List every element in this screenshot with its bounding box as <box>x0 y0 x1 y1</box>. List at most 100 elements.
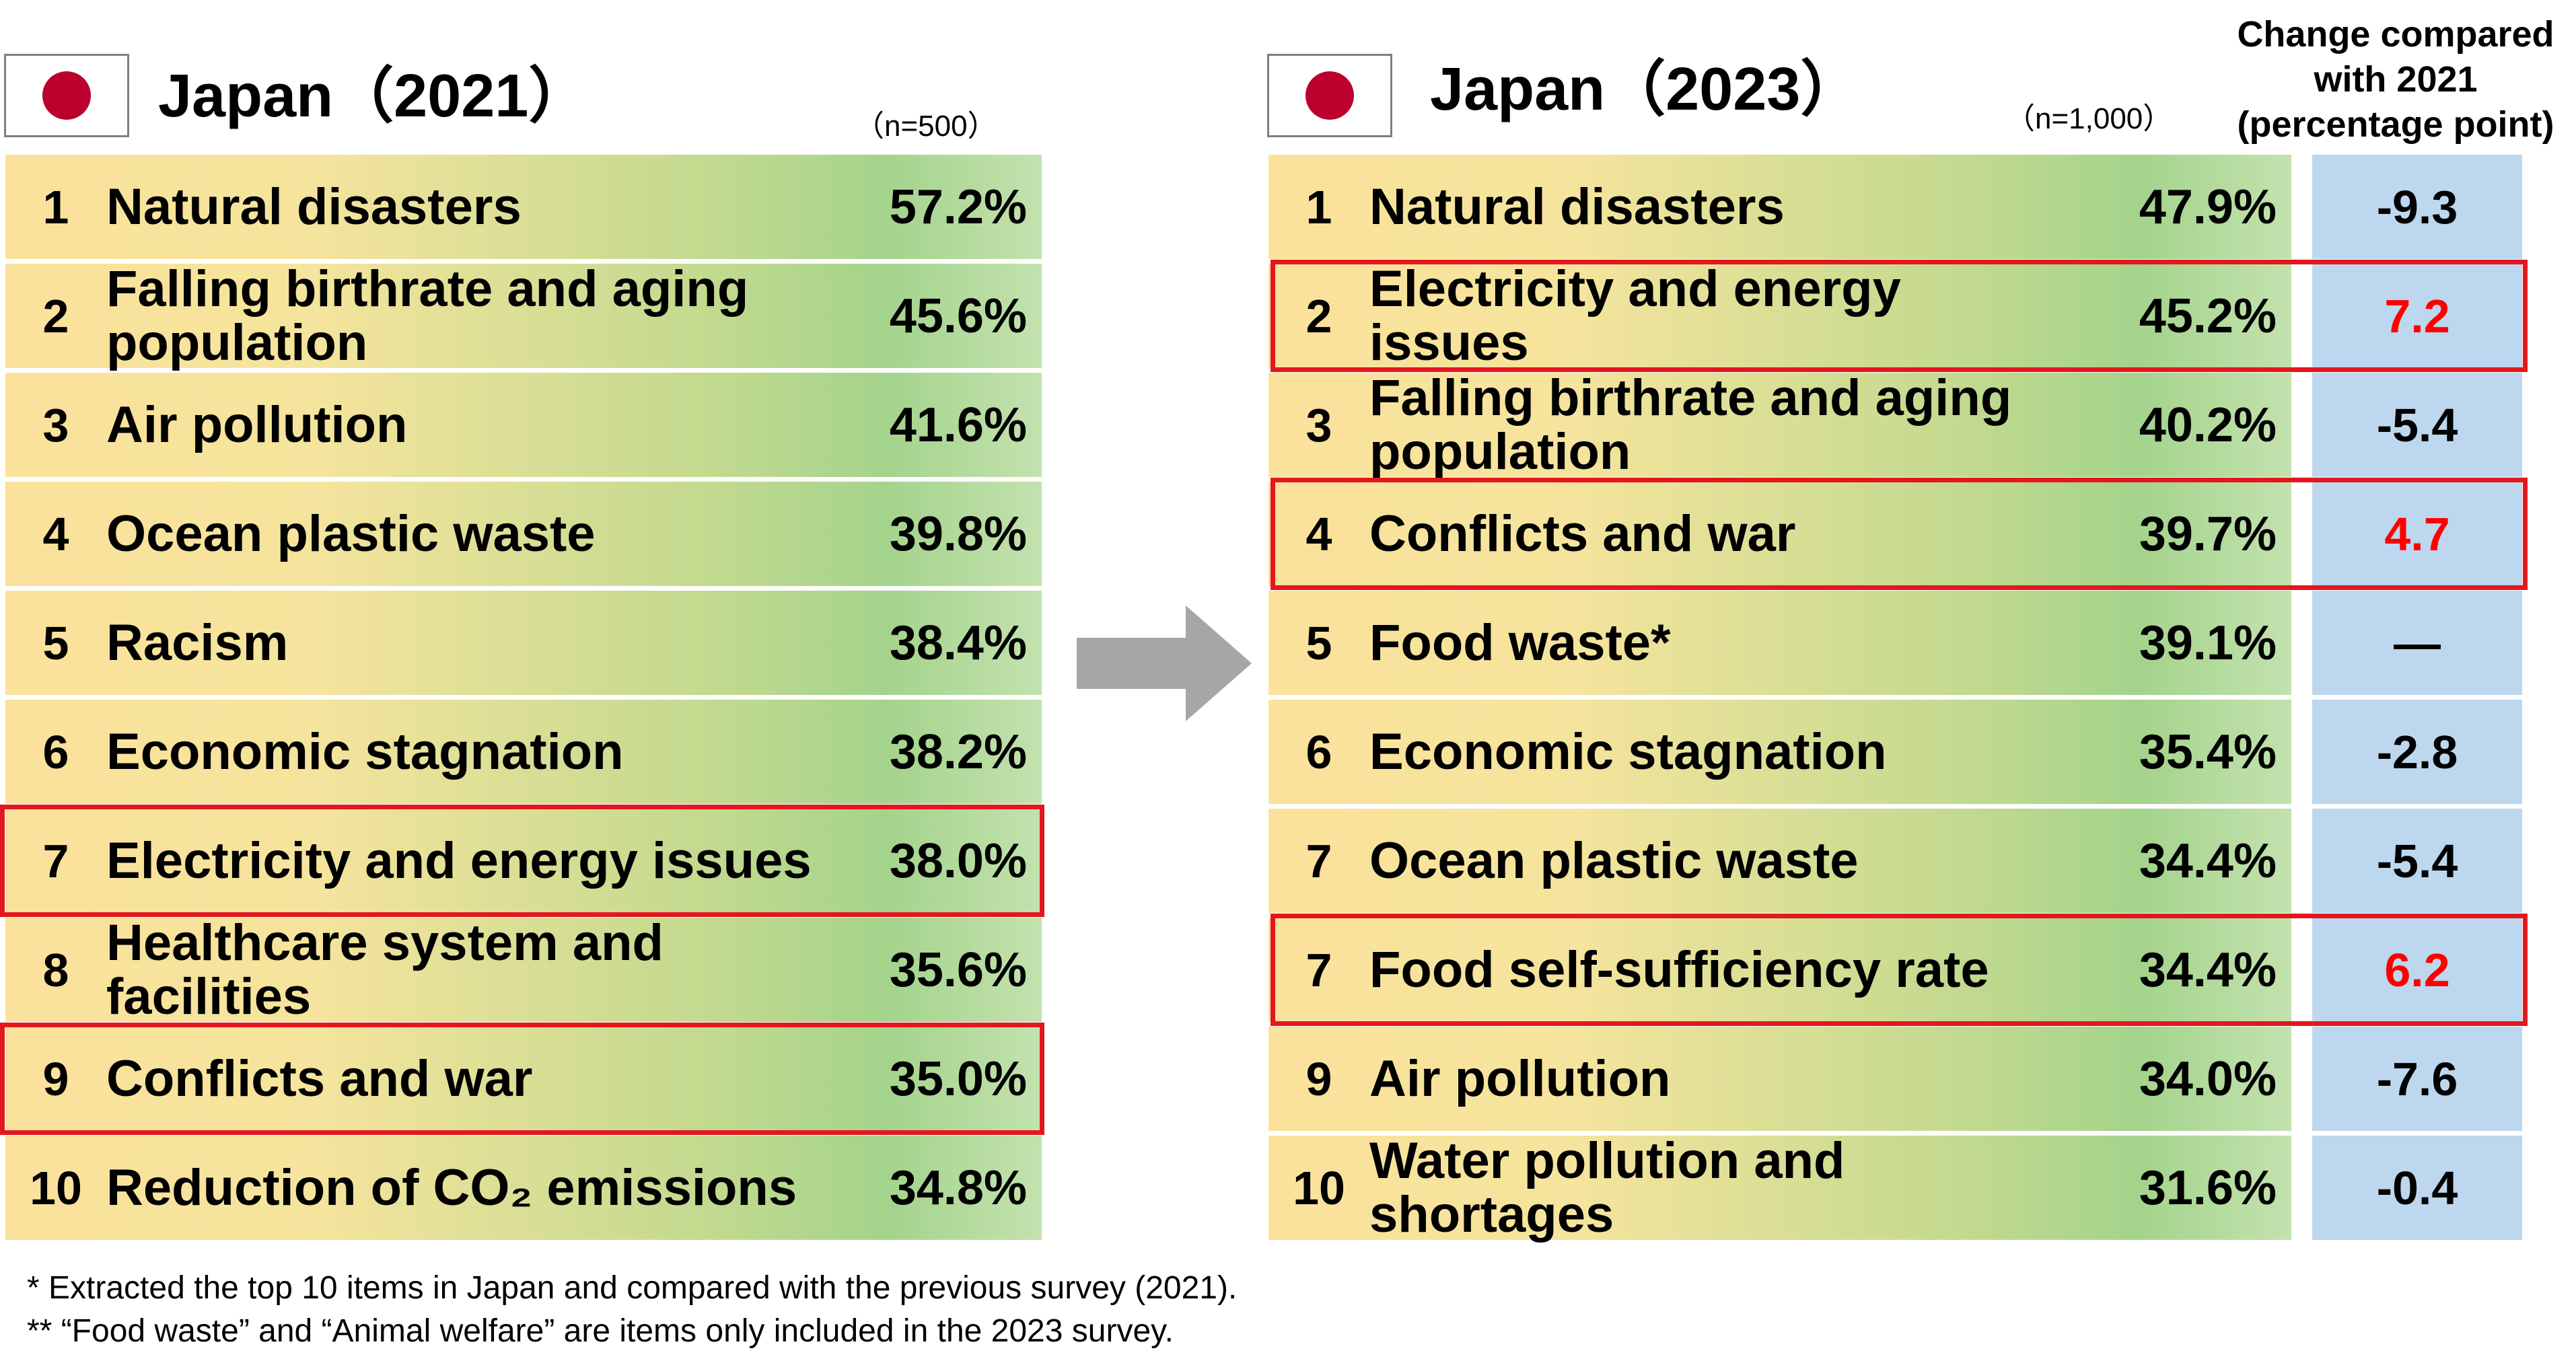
rank-number: 1 <box>1305 180 1332 233</box>
rank-number: 8 <box>42 943 69 996</box>
percentage-value: 34.8% <box>889 1161 1027 1215</box>
issue-label: Healthcare system and facilities <box>106 914 664 1025</box>
percentage-value: 45.2% <box>2139 289 2277 343</box>
percentage-value: 39.8% <box>889 507 1027 561</box>
issue-label: Air pollution <box>106 396 408 453</box>
change-value: -9.3 <box>2312 155 2522 259</box>
rank-number: 4 <box>1305 507 1332 560</box>
rank-number: 7 <box>1305 943 1332 996</box>
table-row: 3 Air pollution 41.6% <box>5 373 1042 477</box>
change-value: 7.2 <box>2312 264 2522 368</box>
change-value: -0.4 <box>2312 1136 2522 1240</box>
percentage-value: 38.4% <box>889 616 1027 670</box>
rank-number: 6 <box>42 725 69 778</box>
table-row: 2 Electricity and energy issues 45.2% <box>1268 260 2291 371</box>
rank-number: 5 <box>42 616 69 669</box>
issue-label: Natural disasters <box>106 178 522 235</box>
table-row: 6 Economic stagnation 35.4% <box>1268 700 2291 804</box>
percentage-value: 57.2% <box>889 180 1027 234</box>
table-row: 4 Conflicts and war 39.7% <box>1268 482 2291 586</box>
issue-label: Economic stagnation <box>1369 723 1887 780</box>
change-value: -7.6 <box>2312 1027 2522 1131</box>
change-value: -2.8 <box>2312 700 2522 804</box>
issue-label: Economic stagnation <box>106 723 624 780</box>
arrow-right-icon <box>1077 605 1252 721</box>
percentage-value: 40.2% <box>2139 398 2277 452</box>
table-row: 9 Conflicts and war 35.0% <box>5 1027 1042 1131</box>
japan-flag-icon <box>4 54 129 137</box>
percentage-value: 34.4% <box>2139 834 2277 888</box>
rank-number: 10 <box>1293 1161 1345 1214</box>
flag-circle <box>1305 71 1354 120</box>
flag-circle <box>42 71 91 120</box>
percentage-value: 39.1% <box>2139 616 2277 670</box>
rank-number: 1 <box>42 180 69 233</box>
table-row: 1 Natural disasters 57.2% <box>5 155 1042 259</box>
percentage-value: 35.0% <box>889 1052 1027 1106</box>
right-sample-size: （n=1,000） <box>2005 102 2173 135</box>
table-row: 4 Ocean plastic waste 39.8% <box>5 482 1042 586</box>
rank-number: 9 <box>42 1052 69 1105</box>
rank-number: 9 <box>1305 1052 1332 1105</box>
issue-label: Electricity and energy issues <box>1369 260 1901 371</box>
issue-label: Ocean plastic waste <box>106 505 596 562</box>
right-panel-title: Japan（2023） <box>1430 56 1861 123</box>
issue-label: Falling birthrate and aging population <box>106 260 749 371</box>
percentage-value: 47.9% <box>2139 180 2277 234</box>
rank-number: 3 <box>1305 398 1332 451</box>
rank-number: 4 <box>42 507 69 560</box>
change-column-header: Change compared with 2021 (percentage po… <box>2237 14 2554 145</box>
table-row: 10 Water pollution and shortages 31.6% <box>1268 1132 2291 1243</box>
percentage-value: 39.7% <box>2139 507 2277 561</box>
rank-number: 2 <box>42 289 69 342</box>
issue-label: Electricity and energy issues <box>106 832 812 889</box>
rank-number: 5 <box>1305 616 1332 669</box>
table-row: 8 Healthcare system and facilities 35.6% <box>5 914 1042 1025</box>
rank-number: 10 <box>30 1161 82 1214</box>
percentage-value: 34.4% <box>2139 943 2277 997</box>
table-row: 3 Falling birthrate and aging population 40… <box>1268 369 2291 480</box>
percentage-value: 35.6% <box>889 943 1027 997</box>
table-row: 7 Food self-sufficiency rate 34.4% <box>1268 918 2291 1022</box>
table-row: 5 Food waste* 39.1% <box>1268 591 2291 695</box>
change-value: 4.7 <box>2312 482 2522 586</box>
percentage-value: 31.6% <box>2139 1161 2277 1215</box>
table-row: 1 Natural disasters 47.9% <box>1268 155 2291 259</box>
change-value: -5.4 <box>2312 373 2522 477</box>
table-row: 5 Racism 38.4% <box>5 591 1042 695</box>
table-row: 7 Electricity and energy issues 38.0% <box>5 809 1042 913</box>
change-value: 6.2 <box>2312 918 2522 1022</box>
change-value: — <box>2312 591 2522 695</box>
issue-label: Falling birthrate and aging population <box>1369 369 2012 480</box>
percentage-value: 38.0% <box>889 834 1027 888</box>
table-row: 9 Air pollution 34.0% <box>1268 1027 2291 1131</box>
rank-number: 2 <box>1305 289 1332 342</box>
percentage-value: 38.2% <box>889 725 1027 779</box>
rank-number: 7 <box>42 834 69 887</box>
issue-label: Racism <box>106 614 289 671</box>
issue-label: Food self-sufficiency rate <box>1369 941 1989 998</box>
issue-label: Water pollution and shortages <box>1369 1132 1845 1243</box>
percentage-value: 41.6% <box>889 398 1027 452</box>
table-row: 7 Ocean plastic waste 34.4% <box>1268 809 2291 913</box>
rank-number: 6 <box>1305 725 1332 778</box>
issue-label: Reduction of CO₂ emissions <box>106 1158 797 1216</box>
rank-number: 3 <box>42 398 69 451</box>
footnote-1: * Extracted the top 10 items in Japan an… <box>27 1270 1238 1306</box>
table-row: 2 Falling birthrate and aging population 45… <box>5 260 1042 371</box>
issue-label: Food waste* <box>1369 614 1671 671</box>
table-row: 10 Reduction of CO₂ emissions 34.8% <box>5 1136 1042 1240</box>
issue-label: Ocean plastic waste <box>1369 832 1859 889</box>
issue-label: Conflicts and war <box>106 1049 533 1107</box>
issue-label: Conflicts and war <box>1369 505 1796 562</box>
left-sample-size: （n=500） <box>855 110 997 143</box>
issue-label: Air pollution <box>1369 1049 1671 1107</box>
percentage-value: 34.0% <box>2139 1052 2277 1106</box>
percentage-value: 35.4% <box>2139 725 2277 779</box>
japan-flag-icon <box>1267 54 1392 137</box>
table-row: 6 Economic stagnation 38.2% <box>5 700 1042 804</box>
footnote-2: ** “Food waste” and “Animal welfare” are… <box>27 1313 1174 1349</box>
change-value: -5.4 <box>2312 809 2522 913</box>
left-panel-title: Japan（2021） <box>158 63 589 130</box>
issue-label: Natural disasters <box>1369 178 1785 235</box>
